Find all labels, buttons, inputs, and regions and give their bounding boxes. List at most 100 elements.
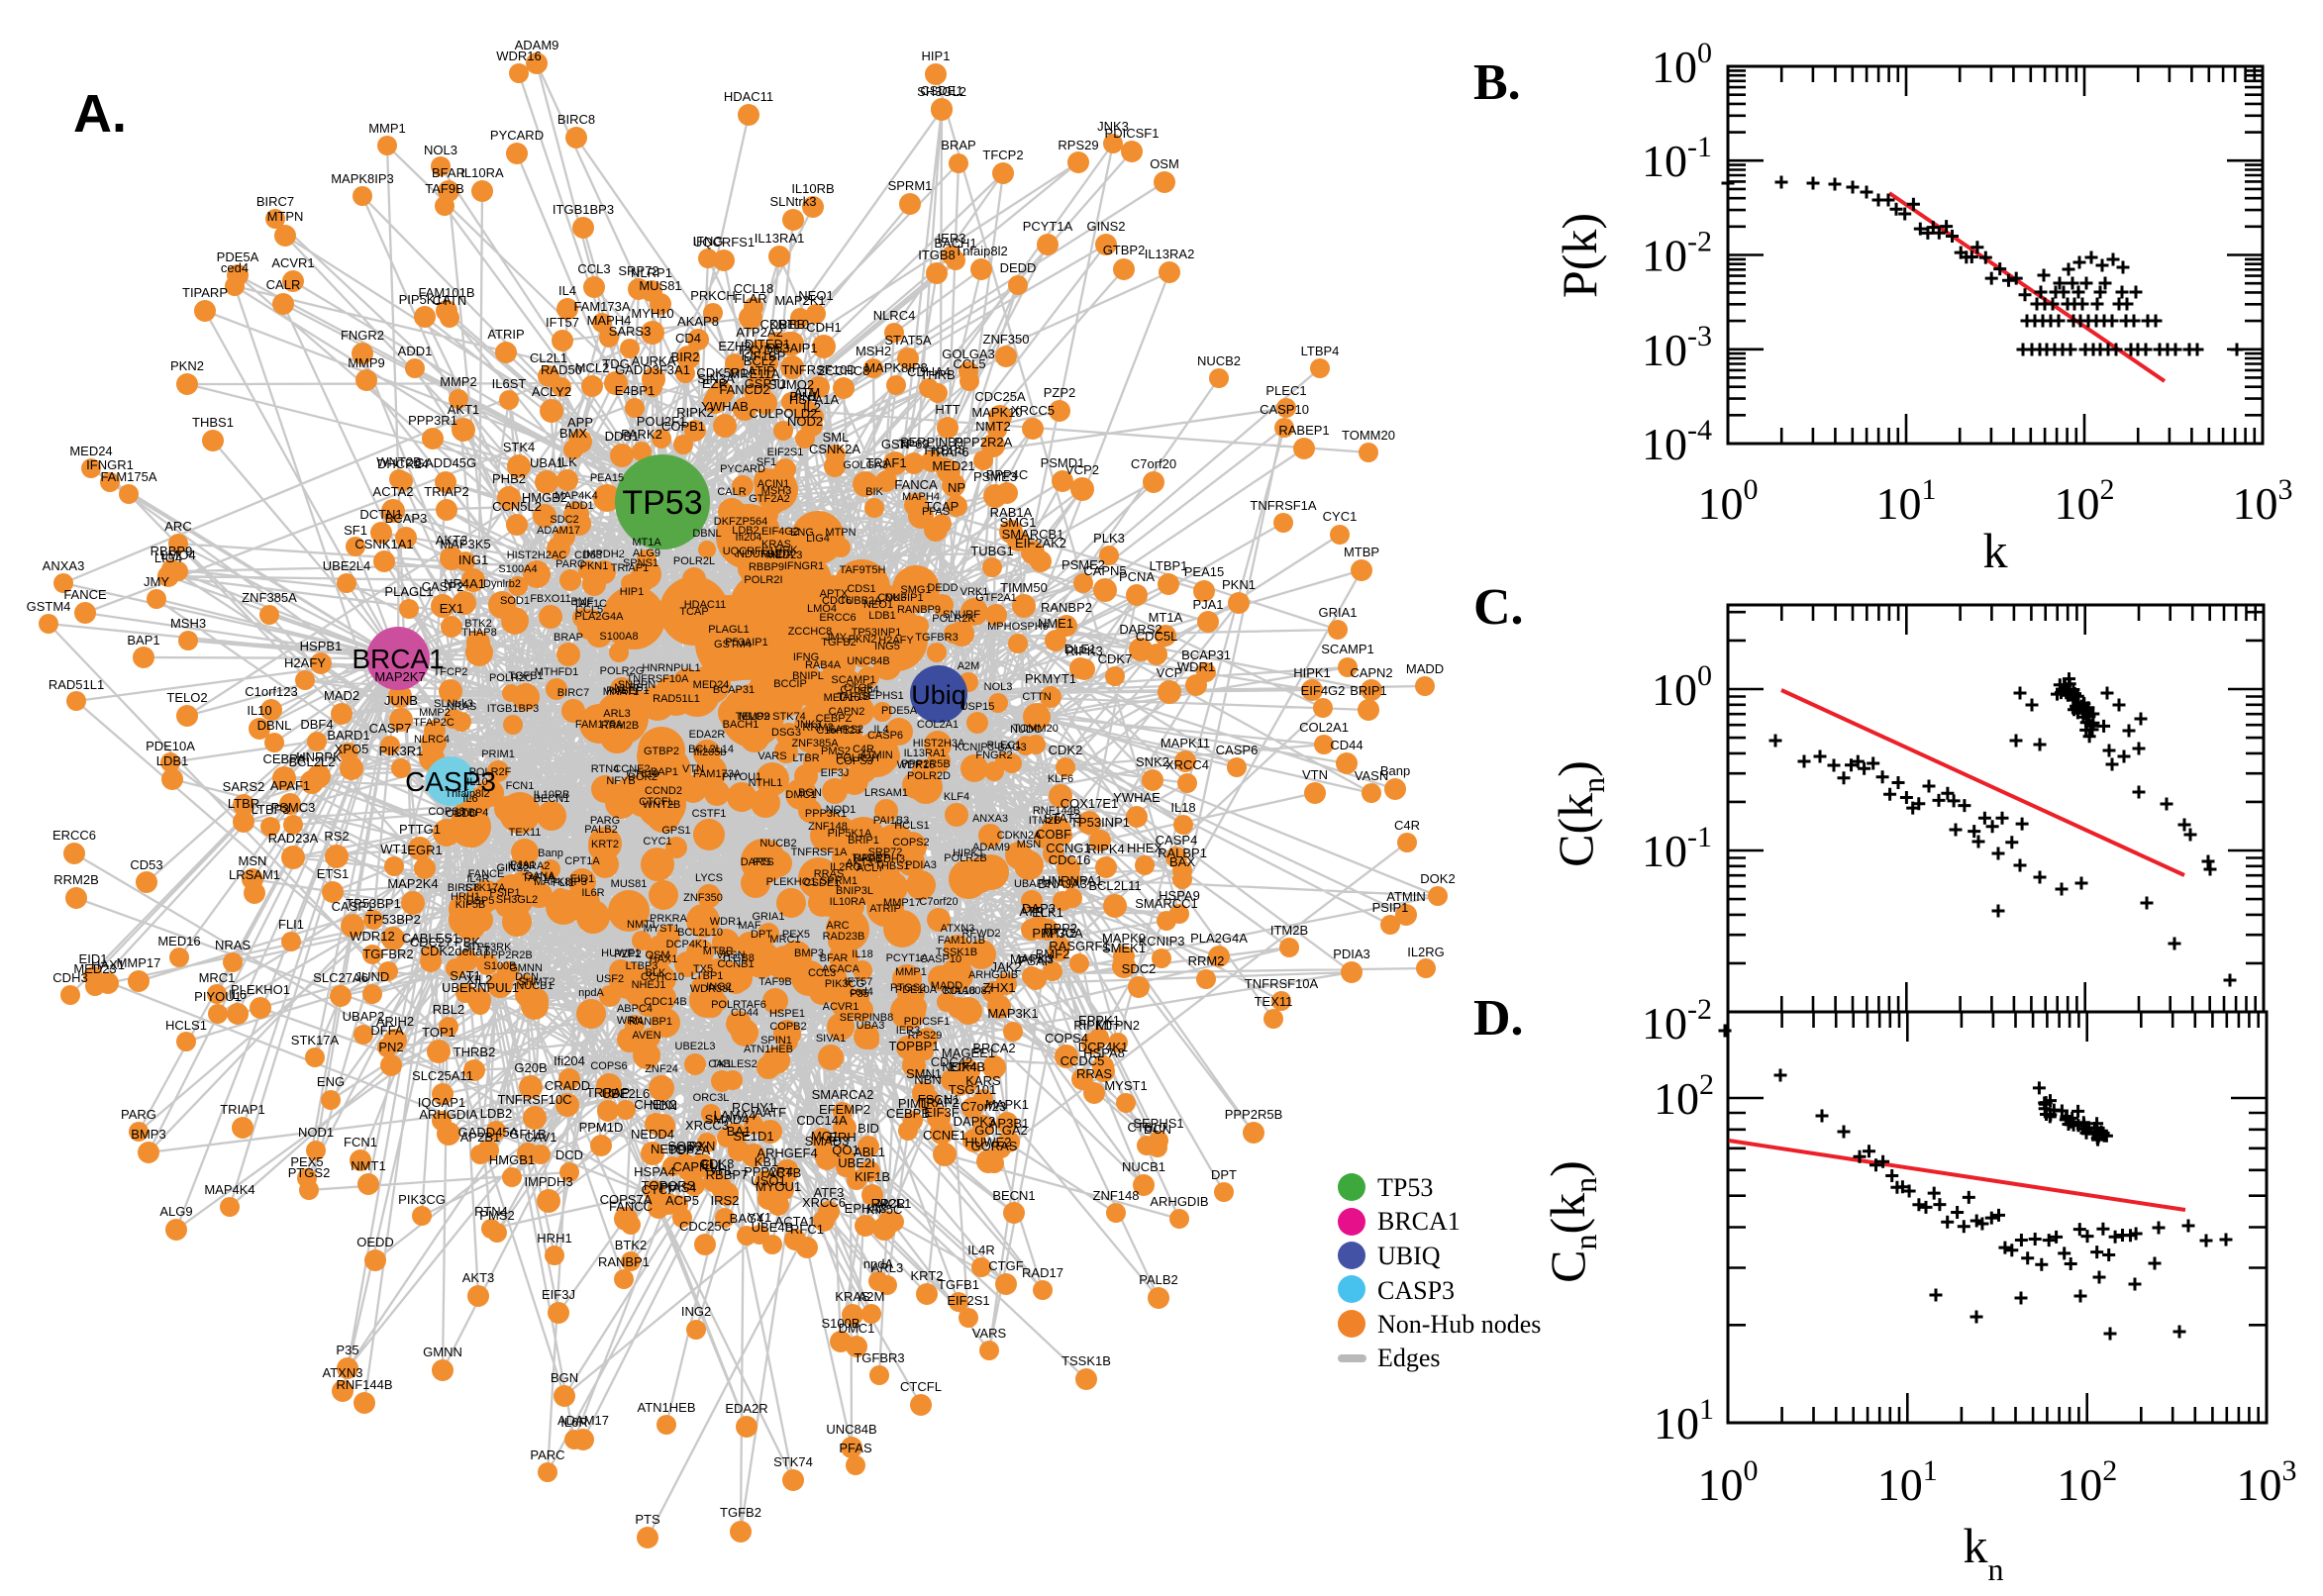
svg-text:NP: NP: [948, 480, 965, 495]
svg-text:CABLES2: CABLES2: [708, 1058, 758, 1070]
svg-text:TIPARP: TIPARP: [182, 285, 228, 300]
svg-text:ILK: ILK: [557, 454, 577, 469]
svg-text:KLF4: KLF4: [944, 791, 969, 803]
svg-text:WDR1: WDR1: [710, 916, 742, 928]
svg-text:CASP1: CASP1: [332, 899, 374, 914]
svg-text:COPS8: COPS8: [428, 806, 464, 818]
svg-text:IQGAP1: IQGAP1: [418, 1095, 465, 1110]
svg-text:STK74: STK74: [773, 1454, 813, 1469]
svg-text:XRCC6: XRCC6: [802, 1195, 846, 1210]
svg-text:MUS81: MUS81: [611, 878, 648, 890]
svg-text:PLA2G4A: PLA2G4A: [1190, 931, 1248, 946]
svg-text:ITGB1BP3: ITGB1BP3: [487, 703, 540, 715]
svg-text:IMPDH3: IMPDH3: [524, 1174, 572, 1189]
svg-text:BAG4: BAG4: [730, 1211, 764, 1226]
svg-text:GOLGA2: GOLGA2: [974, 1123, 1027, 1138]
svg-text:FANCE: FANCE: [63, 587, 107, 602]
svg-text:CABLES1: CABLES1: [402, 931, 460, 946]
svg-text:SMAD4: SMAD4: [705, 1112, 750, 1127]
svg-text:FANCA: FANCA: [894, 477, 938, 492]
svg-text:CSTF1: CSTF1: [692, 808, 727, 820]
svg-text:NEDD8: NEDD8: [651, 1142, 694, 1156]
svg-text:HIP1: HIP1: [922, 49, 951, 63]
svg-text:BIRC7: BIRC7: [557, 687, 589, 699]
svg-text:THAP8: THAP8: [461, 627, 496, 639]
svg-text:SPRM1: SPRM1: [820, 875, 858, 887]
svg-text:PDE5A: PDE5A: [217, 249, 259, 264]
svg-text:npdA: npdA: [578, 987, 604, 999]
svg-text:SDC2: SDC2: [1122, 961, 1157, 976]
svg-text:ADD1: ADD1: [398, 344, 433, 358]
svg-text:TDG: TDG: [602, 356, 629, 371]
svg-text:YY1: YY1: [748, 1210, 772, 1225]
svg-text:IER3: IER3: [938, 231, 966, 246]
svg-text:DBNL: DBNL: [692, 528, 721, 540]
svg-text:CCL18: CCL18: [734, 281, 773, 296]
svg-text:PHB2: PHB2: [492, 471, 526, 486]
svg-text:BCCIP: BCCIP: [773, 678, 807, 690]
svg-text:CDC25A: CDC25A: [974, 389, 1026, 404]
svg-text:RFWD2: RFWD2: [961, 928, 1000, 940]
svg-text:SF1: SF1: [344, 523, 367, 538]
svg-text:PSME2: PSME2: [1061, 557, 1105, 572]
svg-text:PARK2: PARK2: [621, 427, 662, 442]
svg-text:WDR33L: WDR33L: [690, 983, 735, 995]
svg-text:RPS29: RPS29: [1058, 138, 1098, 152]
svg-text:IFNGR1: IFNGR1: [784, 560, 824, 572]
svg-text:ENG: ENG: [317, 1074, 345, 1089]
svg-text:HIST2H2AC: HIST2H2AC: [507, 549, 567, 561]
svg-text:CCDC5: CCDC5: [1060, 1053, 1105, 1068]
svg-text:PDIA3: PDIA3: [1333, 947, 1370, 961]
svg-text:FAM173A: FAM173A: [693, 768, 742, 780]
svg-text:GADD3F3A1: GADD3F3A1: [615, 362, 690, 377]
svg-text:CSNK2A: CSNK2A: [809, 442, 860, 456]
svg-text:BIR2: BIR2: [671, 349, 700, 364]
svg-text:NUCB1: NUCB1: [516, 980, 553, 992]
svg-text:EIF4G2: EIF4G2: [1301, 683, 1346, 698]
svg-text:A2M: A2M: [858, 1289, 885, 1304]
svg-text:PARG: PARG: [590, 815, 620, 827]
svg-text:FAM175A: FAM175A: [100, 469, 156, 484]
svg-text:TEX11: TEX11: [509, 827, 542, 839]
svg-text:PDE10A: PDE10A: [895, 984, 938, 996]
svg-text:HSPA4: HSPA4: [634, 1164, 675, 1179]
svg-text:PTGS2: PTGS2: [288, 1165, 331, 1180]
svg-text:CCL5: CCL5: [953, 356, 985, 371]
svg-text:PLK3: PLK3: [1093, 531, 1125, 546]
svg-text:IL10RB: IL10RB: [534, 789, 570, 801]
svg-text:RANBP2: RANBP2: [1041, 600, 1092, 615]
svg-text:MTPN2: MTPN2: [1096, 1018, 1140, 1033]
svg-text:ATF3: ATF3: [814, 1185, 845, 1200]
svg-text:RAD17: RAD17: [1022, 1265, 1063, 1280]
svg-text:MSN: MSN: [1017, 839, 1042, 850]
svg-text:IL10: IL10: [247, 703, 271, 718]
svg-text:BIRC7: BIRC7: [256, 194, 294, 209]
svg-text:GMNN: GMNN: [509, 962, 543, 974]
svg-text:PFAS: PFAS: [922, 506, 950, 518]
svg-text:TNFRSF10D: TNFRSF10D: [781, 362, 856, 377]
svg-text:BMF2: BMF2: [1036, 947, 1070, 961]
svg-text:SUMO2: SUMO2: [768, 377, 814, 392]
svg-text:NUDC: NUDC: [1010, 724, 1042, 736]
svg-text:ADAM9: ADAM9: [515, 38, 559, 52]
svg-text:RAD23B: RAD23B: [823, 931, 865, 943]
svg-text:SOD2: SOD2: [667, 1139, 702, 1153]
svg-text:PIP5K1A: PIP5K1A: [828, 828, 872, 840]
svg-text:CDC14B: CDC14B: [644, 996, 686, 1008]
svg-text:SERPINB9: SERPINB9: [900, 435, 963, 449]
svg-text:BFAR: BFAR: [820, 952, 849, 964]
svg-text:WDR16: WDR16: [496, 49, 542, 63]
svg-text:PIK3R1: PIK3R1: [379, 744, 424, 758]
svg-text:k: k: [1983, 523, 2008, 578]
svg-text:ING1: ING1: [458, 552, 488, 567]
svg-text:NUCB1: NUCB1: [1122, 1159, 1165, 1174]
svg-text:CASP2: CASP2: [422, 579, 464, 594]
svg-text:DMC1: DMC1: [839, 1321, 875, 1336]
svg-text:LTBP1: LTBP1: [1150, 558, 1188, 573]
svg-text:ADAM17: ADAM17: [557, 1413, 609, 1428]
svg-text:CDC25C: CDC25C: [679, 1219, 731, 1234]
svg-text:NOD1: NOD1: [298, 1125, 334, 1140]
svg-text:MAP4K4: MAP4K4: [555, 490, 597, 502]
svg-text:VRK1: VRK1: [960, 586, 989, 598]
svg-text:ATRIP: ATRIP: [869, 903, 901, 915]
